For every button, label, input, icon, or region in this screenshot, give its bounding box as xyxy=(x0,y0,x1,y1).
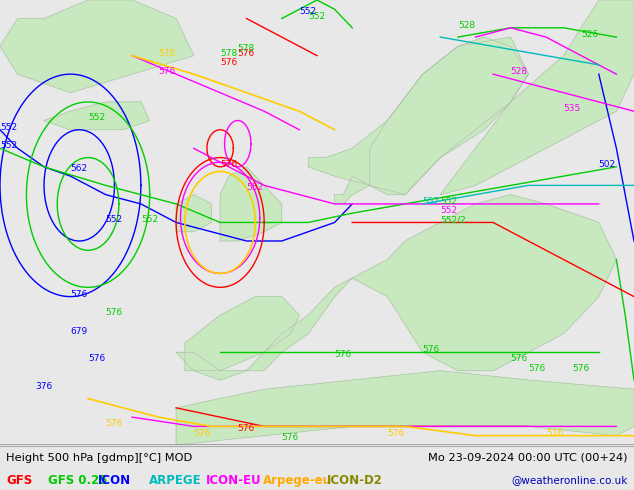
Text: 552: 552 xyxy=(440,197,457,206)
Text: GFS: GFS xyxy=(6,473,32,487)
Text: ICON-D2: ICON-D2 xyxy=(327,473,382,487)
Text: 552/2: 552/2 xyxy=(440,216,466,224)
Text: 576: 576 xyxy=(220,58,237,67)
Text: 552: 552 xyxy=(440,206,457,215)
Text: 562: 562 xyxy=(70,165,87,173)
Text: 552: 552 xyxy=(299,7,316,16)
Text: 578: 578 xyxy=(220,49,237,58)
Text: ARPEGE: ARPEGE xyxy=(149,473,202,487)
Text: 576: 576 xyxy=(106,308,123,317)
Polygon shape xyxy=(370,37,528,195)
Text: 576: 576 xyxy=(546,429,563,438)
Polygon shape xyxy=(440,0,634,195)
Text: @weatheronline.co.uk: @weatheronline.co.uk xyxy=(511,475,628,485)
Text: 576: 576 xyxy=(335,350,352,359)
Text: 679: 679 xyxy=(70,327,87,336)
Text: 576: 576 xyxy=(387,429,404,438)
Text: 376: 376 xyxy=(36,382,53,392)
Text: 552: 552 xyxy=(0,141,17,150)
Text: 576: 576 xyxy=(88,354,105,364)
Polygon shape xyxy=(335,176,370,204)
Text: 535: 535 xyxy=(564,104,581,113)
Text: 552: 552 xyxy=(0,123,17,132)
Text: 576: 576 xyxy=(220,160,237,169)
Polygon shape xyxy=(0,0,194,93)
Text: 552: 552 xyxy=(423,197,440,206)
Text: 576: 576 xyxy=(158,67,176,76)
Text: 576: 576 xyxy=(511,354,528,364)
Text: ICON: ICON xyxy=(98,473,131,487)
Text: Arpege-eu: Arpege-eu xyxy=(263,473,332,487)
Polygon shape xyxy=(220,167,281,241)
Text: 528: 528 xyxy=(458,21,475,30)
Text: 552: 552 xyxy=(106,216,123,224)
Text: 576: 576 xyxy=(194,429,211,438)
Text: 576: 576 xyxy=(106,419,123,428)
Text: 576: 576 xyxy=(238,49,255,58)
Text: 552: 552 xyxy=(247,183,264,192)
Text: 552: 552 xyxy=(308,12,325,21)
Polygon shape xyxy=(176,371,634,445)
Polygon shape xyxy=(44,102,150,130)
Text: 576: 576 xyxy=(423,345,440,354)
Text: 528: 528 xyxy=(511,67,528,76)
Text: 526: 526 xyxy=(581,30,598,39)
Polygon shape xyxy=(185,296,299,371)
Text: 576: 576 xyxy=(70,290,87,298)
Text: ICON-EU: ICON-EU xyxy=(206,473,262,487)
Text: 552: 552 xyxy=(141,216,158,224)
Polygon shape xyxy=(176,195,211,232)
Text: 576: 576 xyxy=(281,433,299,442)
Text: 578: 578 xyxy=(238,44,255,53)
Text: GFS 0.25: GFS 0.25 xyxy=(48,473,107,487)
Text: 570: 570 xyxy=(158,49,176,58)
Text: 552: 552 xyxy=(88,114,105,122)
Text: Height 500 hPa [gdmp][°C] MOD: Height 500 hPa [gdmp][°C] MOD xyxy=(6,453,193,463)
Polygon shape xyxy=(176,195,616,380)
Text: 576: 576 xyxy=(528,364,546,373)
Text: 576: 576 xyxy=(573,364,590,373)
Text: Mo 23-09-2024 00:00 UTC (00+24): Mo 23-09-2024 00:00 UTC (00+24) xyxy=(428,453,628,463)
Polygon shape xyxy=(308,37,528,195)
Text: 502: 502 xyxy=(598,160,616,169)
Text: 576: 576 xyxy=(238,424,255,433)
